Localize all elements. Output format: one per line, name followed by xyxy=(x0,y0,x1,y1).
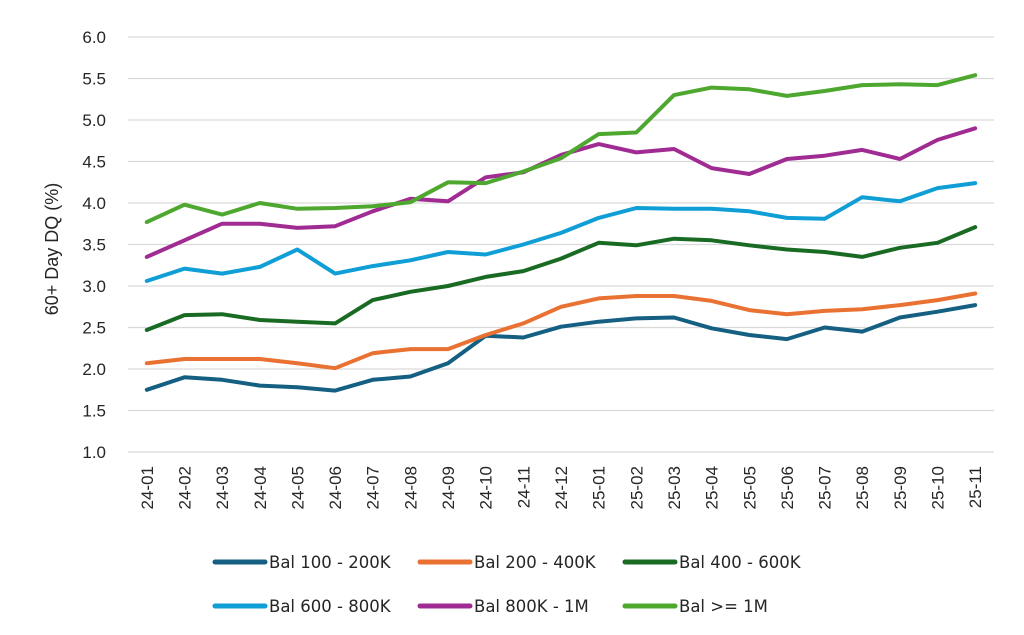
y-tick-label: 1.5 xyxy=(82,402,106,421)
series-line-6 xyxy=(144,73,978,225)
y-tick-label: 5.0 xyxy=(82,111,106,130)
y-tick-label: 2.0 xyxy=(82,360,106,379)
y-axis-ticks: 1.0 1.5 2.0 2.5 3.0 3.5 4.0 4.5 5.0 5.5 6.0 xyxy=(82,28,106,462)
y-tick-label: 4.0 xyxy=(82,194,106,213)
x-tick-label: 25-06 xyxy=(778,466,797,509)
x-tick-label: 25-11 xyxy=(966,466,985,508)
x-tick-label: 25-01 xyxy=(590,466,609,509)
series-line-5 xyxy=(144,126,978,259)
x-tick-label: 25-02 xyxy=(627,466,646,509)
x-tick-label: 24-05 xyxy=(288,466,307,509)
legend-item: Bal 400 - 600K xyxy=(622,553,802,572)
gridlines xyxy=(128,36,994,453)
legend: Bal 100 - 200K Bal 200 - 400K Bal 400 - 60… xyxy=(212,553,802,616)
series-line-2 xyxy=(144,291,978,371)
legend-item: Bal 200 - 400K xyxy=(417,553,597,572)
legend-label: Bal 200 - 400K xyxy=(474,553,597,572)
y-tick-label: 1.0 xyxy=(82,443,106,462)
x-tick-label: 24-11 xyxy=(514,466,533,508)
y-tick-label: 2.5 xyxy=(82,319,106,338)
x-tick-label: 25-03 xyxy=(665,466,684,509)
y-axis-title: 60+ Day DQ (%) xyxy=(42,183,62,316)
series-line-4 xyxy=(144,181,978,283)
x-tick-label: 25-10 xyxy=(929,466,948,509)
x-tick-label: 24-06 xyxy=(326,466,345,509)
legend-item: Bal >= 1M xyxy=(622,597,768,616)
series-line-1 xyxy=(144,303,978,393)
legend-item: Bal 100 - 200K xyxy=(212,553,392,572)
x-tick-label: 24-07 xyxy=(364,466,383,509)
x-tick-label: 24-04 xyxy=(251,466,270,509)
x-tick-label: 24-09 xyxy=(439,466,458,509)
y-tick-label: 6.0 xyxy=(82,28,106,47)
y-tick-label: 3.0 xyxy=(82,277,106,296)
y-tick-label: 4.5 xyxy=(82,153,106,172)
series-lines xyxy=(144,73,978,393)
legend-label: Bal >= 1M xyxy=(679,597,768,616)
y-tick-label: 3.5 xyxy=(82,236,106,255)
x-tick-label: 24-08 xyxy=(401,466,420,509)
x-tick-label: 24-02 xyxy=(175,466,194,509)
x-tick-label: 25-04 xyxy=(703,466,722,509)
x-tick-label: 25-07 xyxy=(816,466,835,509)
x-tick-label: 24-12 xyxy=(552,466,571,509)
series-line-3 xyxy=(144,225,978,332)
legend-item: Bal 800K - 1M xyxy=(417,597,589,616)
x-tick-label: 24-10 xyxy=(477,466,496,509)
legend-label: Bal 400 - 600K xyxy=(679,553,802,572)
legend-label: Bal 800K - 1M xyxy=(474,597,589,616)
x-tick-label: 25-05 xyxy=(740,466,759,509)
x-tick-label: 24-01 xyxy=(138,466,157,509)
x-tick-label: 24-03 xyxy=(213,466,232,509)
legend-item: Bal 600 - 800K xyxy=(212,597,392,616)
x-tick-label: 25-08 xyxy=(853,466,872,509)
legend-label: Bal 600 - 800K xyxy=(269,597,392,616)
y-tick-label: 5.5 xyxy=(82,70,106,89)
x-axis-ticks: 24-01 24-02 24-03 24-04 24-05 24-06 24-07 24-08… xyxy=(138,466,985,509)
legend-label: Bal 100 - 200K xyxy=(269,553,392,572)
x-tick-label: 25-09 xyxy=(891,466,910,509)
